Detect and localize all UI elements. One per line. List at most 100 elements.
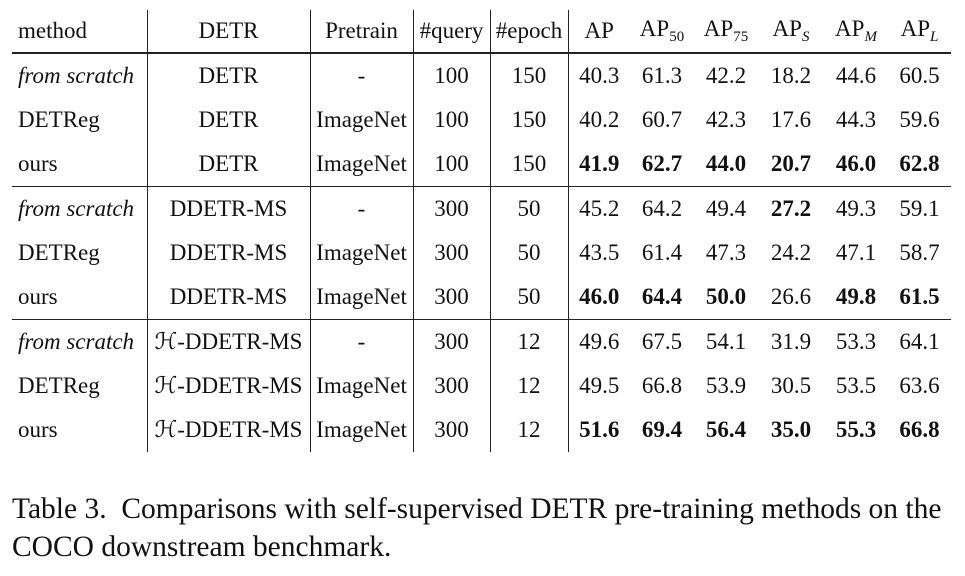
table-cell: DETReg [12, 98, 148, 142]
cell-text: - [357, 196, 366, 221]
cell-text: 12 [517, 417, 541, 442]
table-cell: 35.0 [758, 408, 824, 452]
cell-text: 44.6 [835, 63, 877, 88]
table-cell: DETReg [12, 364, 148, 408]
cell-text: 100 [434, 151, 469, 176]
header-text: AP [584, 18, 614, 43]
column-header: APL [888, 10, 951, 54]
table-row: ours ℋ-DDETR-MS ImageNet 300 12 51.6 69.4 56.4 3… [12, 408, 951, 452]
table-cell: 50 [490, 275, 569, 320]
header-text: DETR [198, 18, 259, 43]
cell-text: 61.5 [899, 284, 940, 309]
table-cell: 56.4 [694, 408, 758, 452]
table-cell: 46.0 [824, 142, 888, 187]
table-cell: 55.3 [824, 408, 888, 452]
header-subscript: M [864, 29, 877, 45]
table-cell: ImageNet [310, 408, 414, 452]
header-text: AP [703, 16, 734, 41]
table-cell: DDETR-MS [147, 275, 311, 320]
cell-text: 46.0 [835, 151, 877, 176]
cell-text: - [357, 329, 366, 354]
caption-label: Table 3. [12, 493, 107, 525]
cell-text: DDETR-MS [169, 240, 288, 265]
table-cell: 27.2 [758, 186, 824, 231]
cell-text: 60.5 [899, 63, 940, 88]
table-cell: 300 [413, 408, 491, 452]
row-group: from scratch DETR - 100 150 40.3 61.3 42.2 18.2 4… [12, 53, 951, 187]
cell-text: 31.9 [770, 329, 812, 354]
cell-text: 150 [511, 151, 547, 176]
header-text: AP [835, 16, 865, 41]
cell-text: 50 [517, 196, 541, 221]
cell-text: DETReg [18, 107, 100, 132]
table-cell: ours [12, 408, 148, 452]
table-cell: 30.5 [758, 364, 824, 408]
table-cell: 59.6 [888, 98, 951, 142]
header-subscript: 50 [669, 29, 685, 45]
header-subscript: S [801, 29, 810, 45]
cell-text: 53.3 [835, 329, 877, 354]
cell-text: 12 [517, 373, 541, 398]
cell-text: from scratch [18, 196, 135, 221]
cell-text: 61.4 [641, 240, 683, 265]
cell-text: 300 [434, 284, 469, 309]
table-cell: 40.2 [568, 98, 630, 142]
table-cell: ImageNet [310, 364, 414, 408]
table-cell: 24.2 [758, 231, 824, 275]
table-cell: 42.3 [694, 98, 758, 142]
cell-text: - [357, 63, 366, 88]
table-cell: 63.6 [888, 364, 951, 408]
table-cell: 18.2 [758, 53, 824, 98]
column-header: AP50 [630, 10, 694, 54]
cell-text: ℋ-DDETR-MS [154, 329, 303, 354]
column-header: Pretrain [310, 10, 414, 54]
table-cell: 50 [490, 186, 569, 231]
table-cell: 300 [413, 231, 491, 275]
table-cell: 47.1 [824, 231, 888, 275]
row-group: from scratch ℋ-DDETR-MS - 300 12 49.6 67.5 54.1… [12, 319, 951, 452]
cell-text: from scratch [18, 329, 135, 354]
cell-text: 45.2 [579, 196, 620, 221]
cell-text: 50 [517, 240, 541, 265]
cell-text: 300 [434, 240, 469, 265]
cell-text: 49.3 [835, 196, 877, 221]
table-cell: 62.7 [630, 142, 694, 187]
table-cell: 45.2 [568, 186, 630, 231]
table-cell: 12 [490, 319, 569, 364]
table-cell: from scratch [12, 319, 148, 364]
cell-text: 44.3 [835, 107, 877, 132]
cell-text: 49.4 [705, 196, 747, 221]
table-cell: 31.9 [758, 319, 824, 364]
cell-text: ours [18, 417, 58, 442]
cell-text: ImageNet [316, 240, 407, 265]
column-header: #epoch [490, 10, 569, 54]
header-subscript: L [930, 29, 939, 45]
cell-text: 300 [434, 329, 469, 354]
cell-text: 41.9 [579, 151, 620, 176]
table-cell: 49.8 [824, 275, 888, 320]
table-cell: ImageNet [310, 98, 414, 142]
table-cell: 12 [490, 364, 569, 408]
table-cell: - [310, 53, 414, 98]
cell-text: 64.2 [641, 196, 683, 221]
cell-text: 26.6 [770, 284, 812, 309]
cell-text: 17.6 [770, 107, 812, 132]
table-cell: ImageNet [310, 231, 414, 275]
table-cell: DDETR-MS [147, 231, 311, 275]
cell-text: DETR [198, 63, 259, 88]
cell-text: 27.2 [770, 196, 812, 221]
table-cell: 64.2 [630, 186, 694, 231]
header-subscript: 75 [733, 29, 749, 45]
caption: Table 3. Comparisons with self-supervise… [12, 490, 957, 566]
table-cell: 67.5 [630, 319, 694, 364]
cell-text: from scratch [18, 63, 135, 88]
cell-text: 50.0 [705, 284, 747, 309]
table-cell: from scratch [12, 53, 148, 98]
cell-text: 150 [511, 63, 547, 88]
table-cell: 50.0 [694, 275, 758, 320]
cell-text: DETReg [18, 240, 100, 265]
table-cell: 26.6 [758, 275, 824, 320]
cell-text: 43.5 [579, 240, 620, 265]
cell-text: DDETR-MS [169, 196, 288, 221]
